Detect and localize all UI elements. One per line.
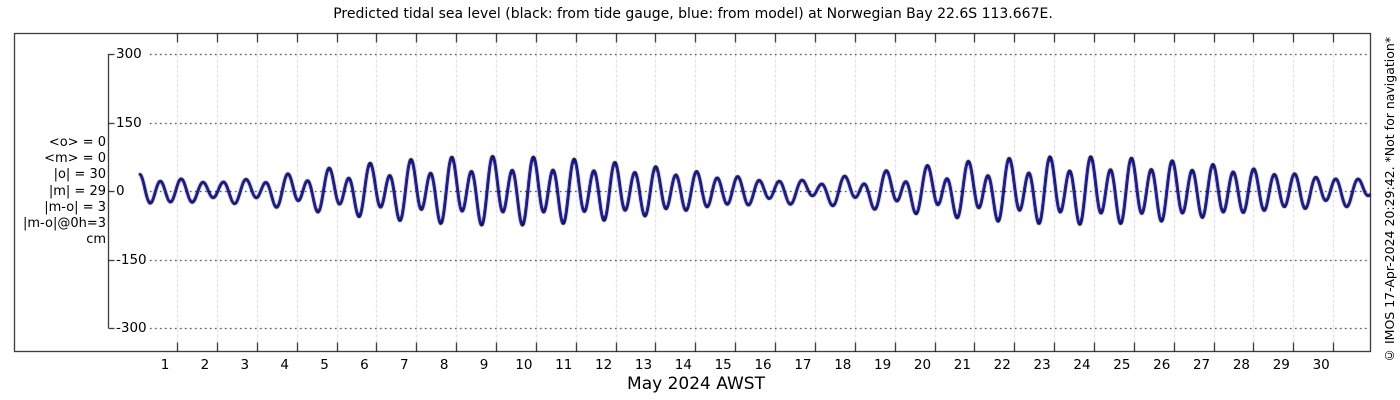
x-tick-label: 28 [1232,357,1251,373]
x-tick-label: 4 [280,357,289,373]
stat-mean-model: <m> = 0 [44,151,106,167]
plot-title: Predicted tidal sea level (black: from t… [333,6,1053,22]
x-tick-label: 7 [399,357,409,373]
y-tick-label: -150 [116,251,147,268]
x-tick-label: 5 [320,357,329,373]
stat-mean-observed: <o> = 0 [48,135,106,150]
x-tick-label: 2 [200,357,210,373]
x-axis-label: May 2024 AWST [627,374,765,394]
stat-abs-diff: |m-o| = 3 [44,199,106,215]
x-tick-label: 24 [1073,357,1091,373]
y-tick-label: 0 [116,183,125,199]
x-tick-label: 20 [913,357,932,373]
stat-abs-model: |m| = 29 [48,183,106,199]
credit-watermark: © IMOS 17-Apr-2024 20:29:42. *Not for na… [1382,36,1397,364]
x-tick-label: 30 [1312,357,1330,373]
x-tick-label: 29 [1272,357,1290,373]
y-tick-label: 300 [116,46,142,62]
stat-units: cm [86,232,106,248]
x-tick-label: 15 [714,357,732,373]
x-tick-label: 22 [993,357,1011,373]
x-tick-label: 9 [479,357,489,373]
y-tick-label: 150 [116,114,142,131]
y-tick-label: -300 [116,320,147,336]
x-tick-label: 12 [595,357,613,373]
x-tick-label: 25 [1113,357,1131,373]
x-tick-label: 3 [240,357,250,373]
x-tick-label: 23 [1033,357,1051,373]
x-tick-label: 13 [634,357,653,373]
x-tick-label: 10 [515,357,533,373]
stat-abs-observed: |o| = 30 [53,167,106,183]
x-tick-label: 14 [674,357,692,373]
x-tick-label: 18 [834,357,852,373]
x-tick-label: 27 [1192,357,1211,373]
x-tick-label: 6 [360,357,369,373]
x-tick-label: 16 [754,357,772,373]
x-tick-label: 17 [794,357,812,373]
x-tick-label: 19 [874,357,892,373]
x-tick-label: 1 [160,357,170,373]
stat-abs-diff-0h: |m-o|@0h=3 [23,216,106,232]
x-tick-label: 8 [439,357,449,373]
x-tick-label: 26 [1153,357,1171,373]
x-tick-label: 11 [555,357,573,373]
x-tick-label: 21 [953,357,971,373]
stats-block: <o> = 0 <m> = 0 |o| = 30 |m| = 29 |m-o| … [0,135,106,248]
